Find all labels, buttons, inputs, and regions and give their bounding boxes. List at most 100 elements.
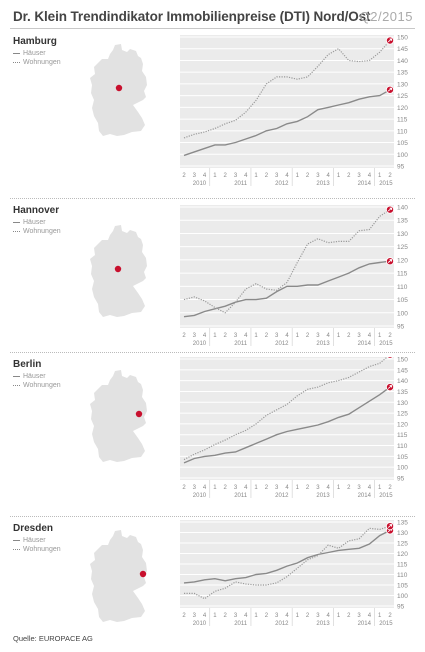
x-quarter-label: 4 bbox=[285, 485, 289, 491]
x-quarter-label: 1 bbox=[254, 613, 258, 619]
y-tick-label: 120 bbox=[397, 421, 408, 428]
y-tick-label: 130 bbox=[397, 530, 408, 537]
x-quarter-label: 1 bbox=[254, 485, 258, 491]
y-tick-label: 115 bbox=[397, 562, 408, 569]
x-quarter-label: 2 bbox=[347, 613, 351, 619]
y-tick-label: 95 bbox=[397, 324, 405, 331]
y-tick-label: 130 bbox=[397, 81, 408, 88]
x-quarter-label: 1 bbox=[213, 333, 217, 339]
y-tick-label: 105 bbox=[397, 454, 408, 461]
y-tick-label: 105 bbox=[397, 140, 408, 147]
x-quarter-label: 1 bbox=[378, 485, 382, 491]
city-location-dot bbox=[139, 570, 147, 578]
series-line-wohnungen bbox=[183, 40, 391, 139]
x-quarter-label: 2 bbox=[388, 613, 392, 619]
y-tick-label: 120 bbox=[397, 105, 408, 112]
legend-wohnungen-label: Wohnungen bbox=[23, 382, 61, 389]
y-tick-label: 130 bbox=[397, 400, 408, 407]
x-quarter-label: 2 bbox=[224, 333, 228, 339]
x-quarter-label: 1 bbox=[337, 613, 341, 619]
series-end-marker bbox=[385, 36, 394, 45]
x-quarter-label: 4 bbox=[368, 333, 372, 339]
legend-haeuser-label: Häuser bbox=[23, 50, 46, 57]
x-quarter-label: 2 bbox=[182, 613, 186, 619]
x-quarter-label: 3 bbox=[193, 485, 197, 491]
x-year-label: 2010 bbox=[193, 181, 207, 187]
x-quarter-label: 4 bbox=[285, 333, 289, 339]
germany-shape bbox=[90, 370, 147, 462]
legend-dotted-swatch bbox=[13, 230, 20, 232]
x-quarter-label: 4 bbox=[203, 613, 207, 619]
plot-background bbox=[180, 35, 394, 168]
title-rule bbox=[10, 28, 415, 29]
x-quarter-label: 3 bbox=[234, 173, 238, 179]
y-tick-label: 140 bbox=[397, 205, 408, 212]
x-quarter-label: 4 bbox=[244, 173, 248, 179]
x-quarter-label: 3 bbox=[316, 173, 320, 179]
legend-wohnungen: Wohnungen bbox=[13, 227, 61, 236]
legend-wohnungen: Wohnungen bbox=[13, 381, 61, 390]
x-year-label: 2012 bbox=[275, 493, 289, 499]
x-quarter-label: 3 bbox=[357, 173, 361, 179]
x-quarter-label: 2 bbox=[347, 333, 351, 339]
panel-divider bbox=[10, 352, 415, 353]
x-quarter-label: 4 bbox=[244, 333, 248, 339]
y-tick-label: 100 bbox=[397, 310, 408, 317]
series-end-marker bbox=[385, 85, 394, 94]
legend: Häuser Wohnungen bbox=[13, 536, 61, 554]
germany-map bbox=[90, 370, 147, 462]
legend-solid-swatch bbox=[13, 539, 20, 541]
x-year-label: 2011 bbox=[234, 493, 248, 499]
y-tick-label: 115 bbox=[397, 117, 408, 124]
x-quarter-label: 2 bbox=[306, 173, 310, 179]
y-tick-label: 95 bbox=[397, 604, 405, 611]
y-tick-label: 125 bbox=[397, 411, 408, 418]
series-line-haeuser bbox=[183, 89, 391, 157]
x-quarter-label: 1 bbox=[378, 333, 382, 339]
x-quarter-label: 3 bbox=[193, 333, 197, 339]
series-line-haeuser bbox=[183, 260, 391, 318]
legend: Häuser Wohnungen bbox=[13, 218, 61, 236]
series-end-marker bbox=[385, 205, 394, 214]
germany-map bbox=[90, 530, 147, 622]
x-quarter-label: 3 bbox=[234, 485, 238, 491]
y-tick-label: 125 bbox=[397, 93, 408, 100]
plot-background bbox=[180, 357, 394, 480]
x-quarter-label: 3 bbox=[234, 333, 238, 339]
source-note: Quelle: EUROPACE AG bbox=[13, 634, 93, 643]
y-tick-label: 140 bbox=[397, 378, 408, 385]
city-name: Dresden bbox=[13, 523, 54, 534]
city-location-dot bbox=[114, 265, 122, 273]
x-quarter-label: 2 bbox=[347, 485, 351, 491]
series-line-wohnungen bbox=[183, 357, 389, 461]
x-quarter-label: 4 bbox=[368, 173, 372, 179]
x-year-label: 2014 bbox=[358, 181, 372, 187]
series-end-marker bbox=[385, 522, 394, 531]
x-quarter-label: 3 bbox=[316, 333, 320, 339]
x-quarter-label: 1 bbox=[296, 485, 300, 491]
x-quarter-label: 2 bbox=[182, 173, 186, 179]
x-year-label: 2014 bbox=[358, 493, 372, 499]
x-quarter-label: 1 bbox=[213, 173, 217, 179]
city-name: Hamburg bbox=[13, 36, 57, 47]
x-quarter-label: 3 bbox=[193, 173, 197, 179]
y-tick-label: 125 bbox=[397, 244, 408, 251]
x-quarter-label: 4 bbox=[327, 485, 331, 491]
x-year-label: 2015 bbox=[379, 181, 393, 187]
legend-haeuser: Häuser bbox=[13, 49, 61, 58]
x-quarter-label: 2 bbox=[388, 333, 392, 339]
panel-divider bbox=[10, 516, 415, 517]
x-quarter-label: 2 bbox=[265, 333, 269, 339]
x-quarter-label: 4 bbox=[244, 613, 248, 619]
y-tick-label: 105 bbox=[397, 297, 408, 304]
x-quarter-label: 4 bbox=[285, 173, 289, 179]
x-year-label: 2010 bbox=[193, 493, 207, 499]
x-year-label: 2015 bbox=[379, 341, 393, 347]
x-year-label: 2013 bbox=[316, 493, 330, 499]
series-line-haeuser bbox=[183, 386, 391, 464]
y-tick-label: 145 bbox=[397, 46, 408, 53]
x-year-label: 2011 bbox=[234, 181, 248, 187]
x-quarter-label: 3 bbox=[234, 613, 238, 619]
